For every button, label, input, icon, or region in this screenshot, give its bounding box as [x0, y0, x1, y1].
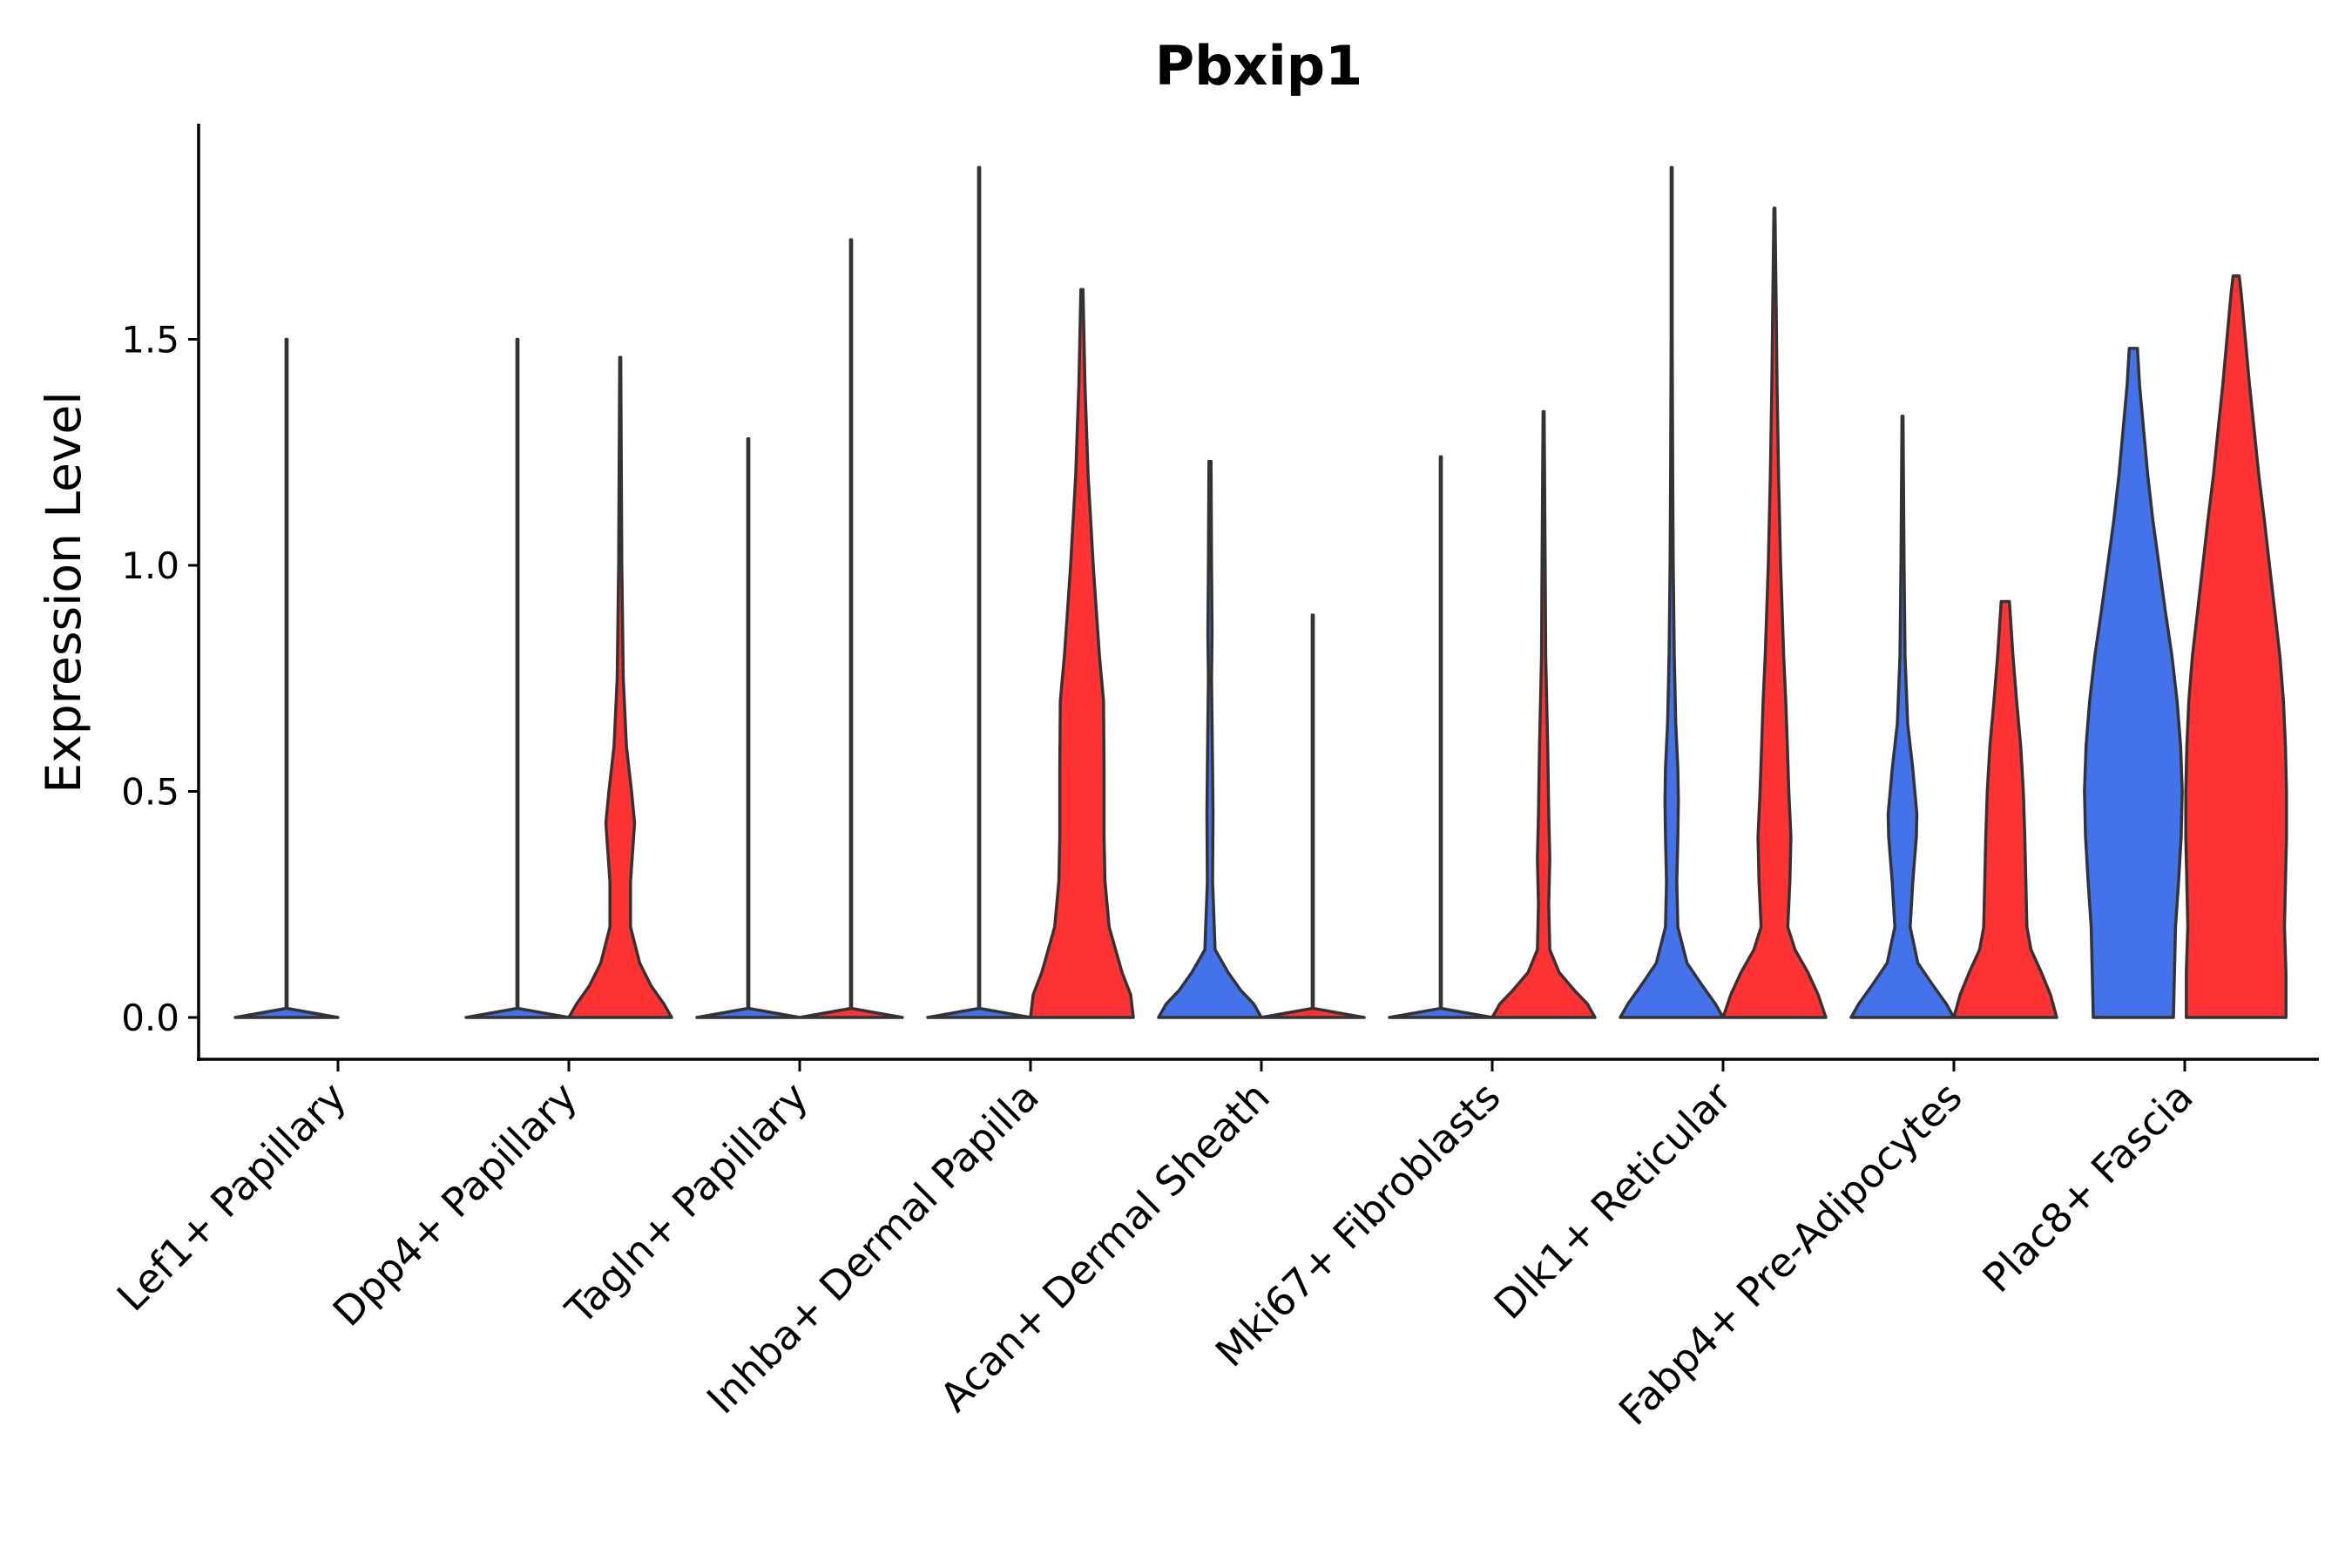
y-axis-label: Expression Level — [36, 391, 91, 793]
violin-group1-3 — [926, 166, 1032, 1019]
violin-group2-4 — [1260, 613, 1366, 1019]
violin-group1-1 — [464, 337, 571, 1019]
x-category-label: Dlk1+ Reticular — [1485, 1073, 1740, 1328]
x-category-label: Tagln+ Papillary — [556, 1073, 817, 1335]
chart-title: Pbxip1 — [1155, 34, 1363, 98]
violin-group1-8 — [2083, 347, 2184, 1019]
violin-group1-7 — [1849, 414, 1956, 1019]
violin-group1-4 — [1157, 459, 1263, 1019]
violin-group2-3 — [1029, 287, 1135, 1019]
y-tick-label: 0.0 — [121, 997, 179, 1039]
violin-group1-6 — [1619, 166, 1725, 1019]
y-tick-label: 0.5 — [121, 771, 179, 814]
x-category-label: Lef1+ Papillary — [108, 1073, 355, 1321]
x-category-label: Dpp4+ Papillary — [324, 1073, 586, 1335]
y-axis-ticks: 0.0 0.5 1.0 1.5 — [121, 319, 199, 1039]
violin-group1-2 — [695, 436, 801, 1019]
y-tick-label: 1.5 — [121, 319, 179, 362]
violin-group2-1 — [567, 355, 673, 1019]
violin-group2-5 — [1490, 409, 1597, 1019]
violin-group1-0 — [233, 337, 340, 1019]
violin-group2-7 — [1952, 599, 2058, 1019]
violin-group2-8 — [2184, 274, 2288, 1019]
violin-group1-5 — [1388, 455, 1494, 1019]
y-tick-label: 1.0 — [121, 544, 179, 587]
x-category-label: Plac8+ Fascia — [1973, 1073, 2201, 1301]
violins-group — [233, 166, 2288, 1019]
violin-group2-6 — [1721, 206, 1828, 1019]
violin-group2-2 — [798, 238, 904, 1019]
